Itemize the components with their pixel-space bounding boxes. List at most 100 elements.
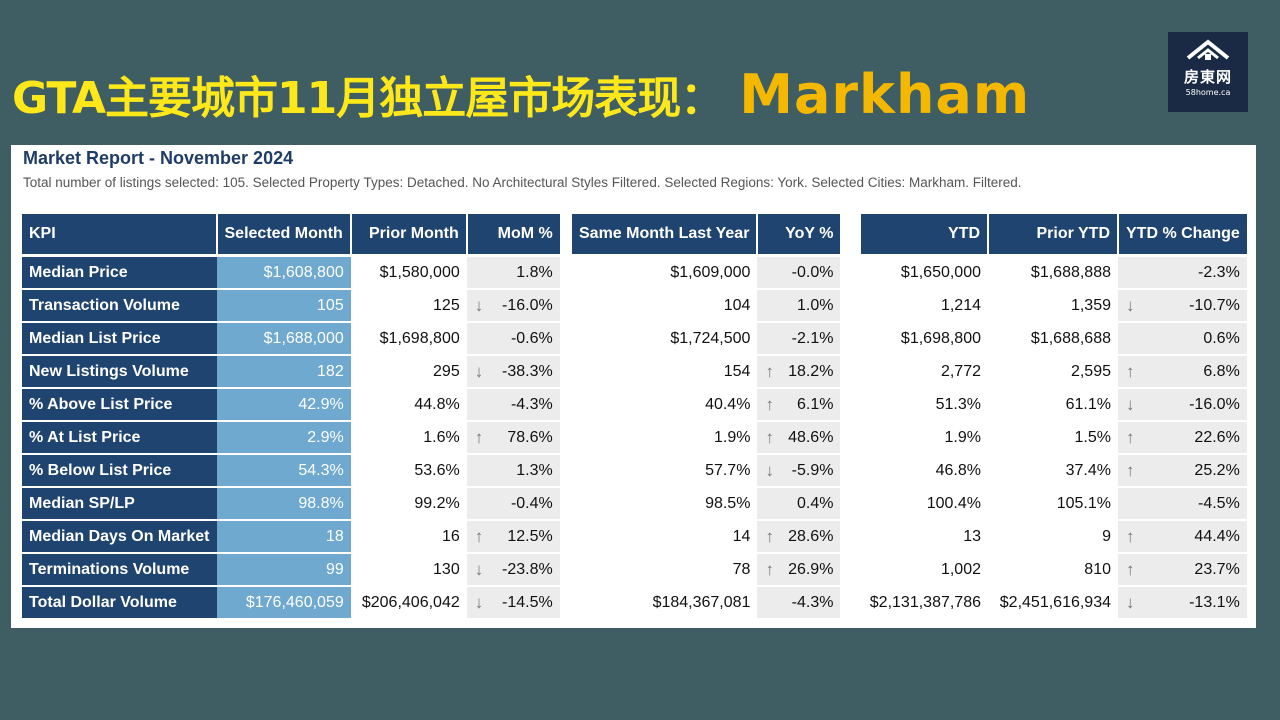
selected-month-cell-value: 98.8%: [298, 494, 344, 512]
col-header-prior-month: Prior Month: [350, 214, 468, 257]
mom-cell: 1.8%: [466, 255, 560, 290]
col-header-ytd-change: YTD % Change: [1118, 214, 1247, 257]
table-row: Median Price $1,608,800 $1,580,000 1.8%: [22, 255, 560, 290]
prior-ytd-cell-value: $1,688,688: [1030, 329, 1111, 347]
prior-ytd-cell: $1,688,688: [988, 322, 1118, 356]
selected-month-cell: 54.3%: [216, 454, 351, 488]
mom-cell-value: -23.8%: [502, 560, 553, 578]
table-row: % Below List Price 54.3% 53.6% 1.3%: [22, 454, 560, 488]
ytd-cell: $1,650,000: [861, 255, 988, 290]
mom-cell: 1.3%: [466, 454, 560, 488]
yoy-cell: -0.0%: [757, 255, 841, 290]
table-row: 104 1.0%: [572, 289, 841, 323]
ytd-change-cell-value: 25.2%: [1194, 461, 1240, 479]
table-row: % Above List Price 42.9% 44.8% -4.3%: [22, 388, 560, 422]
kpi-label-value: Terminations Volume: [29, 560, 190, 578]
yoy-cell-value: -0.0%: [791, 263, 834, 281]
mom-cell-value: -0.6%: [510, 329, 553, 347]
ytd-change-cell-value: -10.7%: [1189, 296, 1240, 314]
table-row: 13 9 ↑ 44.4%: [861, 520, 1247, 554]
same-month-last-year-cell: 154: [572, 355, 758, 389]
col-header-ytd: YTD: [861, 214, 989, 257]
mom-cell: ↓ -14.5%: [466, 586, 560, 620]
yoy-cell: ↑ 26.9%: [757, 553, 841, 587]
yoy-cell-value: 26.9%: [788, 560, 834, 578]
ytd-change-cell: ↓ -10.7%: [1118, 289, 1247, 323]
prior-ytd-cell: 61.1%: [988, 388, 1118, 422]
selected-month-cell: 99: [216, 553, 351, 587]
ytd-cell-value: 13: [963, 527, 981, 545]
table-row: New Listings Volume 182 295 ↓ -38.3%: [22, 355, 560, 389]
kpi-label-value: Median Price: [29, 263, 128, 281]
table-row: Total Dollar Volume $176,460,059 $206,406,…: [22, 586, 560, 620]
same-month-last-year-cell-value: 78: [732, 560, 751, 578]
mom-cell-value: 12.5%: [507, 527, 553, 545]
selected-month-cell-value: 54.3%: [298, 461, 344, 479]
selected-month-cell-value: 182: [317, 362, 344, 380]
ytd-cell-value: $1,650,000: [900, 263, 981, 281]
prior-month-cell-value: 125: [433, 296, 460, 314]
ytd-change-cell: 0.6%: [1118, 322, 1247, 356]
arrow-down-icon: ↓: [765, 460, 774, 480]
mom-cell-value: 1.8%: [516, 263, 553, 281]
table-row: Median SP/LP 98.8% 99.2% -0.4%: [22, 487, 560, 521]
table-row: 98.5% 0.4%: [572, 487, 841, 521]
ytd-change-cell: ↑ 25.2%: [1118, 454, 1247, 488]
table-row: 1,002 810 ↑ 23.7%: [861, 553, 1247, 587]
selected-month-cell: 182: [216, 355, 351, 389]
prior-ytd-cell-value: 1,359: [1070, 296, 1111, 314]
prior-ytd-cell: 1.5%: [988, 421, 1118, 455]
selected-month-cell: $1,688,000: [216, 322, 351, 356]
same-month-last-year-cell: 1.9%: [572, 421, 758, 455]
prior-month-cell: $1,698,800: [350, 322, 467, 356]
ytd-change-cell-value: -16.0%: [1189, 395, 1240, 413]
yoy-cell-value: -2.1%: [791, 329, 834, 347]
prior-month-cell-value: 16: [441, 527, 460, 545]
ytd-cell-value: 100.4%: [926, 494, 981, 512]
yoy-cell-value: 28.6%: [788, 527, 834, 545]
selected-month-cell: 18: [216, 520, 351, 554]
same-month-last-year-cell-value: $1,609,000: [670, 263, 751, 281]
selected-month-cell-value: 105: [317, 296, 344, 314]
table-row: 14 ↑ 28.6%: [572, 520, 841, 554]
slide-title-city: Markham: [739, 63, 1031, 126]
mom-cell-value: 1.3%: [516, 461, 553, 479]
selected-month-cell-value: 42.9%: [298, 395, 344, 413]
table-row: 51.3% 61.1% ↓ -16.0%: [861, 388, 1247, 422]
mom-cell: -4.3%: [466, 388, 560, 422]
prior-month-cell: 295: [350, 355, 467, 389]
prior-month-cell-value: 1.6%: [423, 428, 460, 446]
ytd-change-cell-value: -4.5%: [1198, 494, 1240, 512]
mom-cell-value: -0.4%: [510, 494, 553, 512]
mom-cell: ↓ -38.3%: [466, 355, 560, 389]
selected-month-cell: 42.9%: [216, 388, 351, 422]
ytd-change-cell-value: 22.6%: [1194, 428, 1240, 446]
prior-ytd-cell-value: 61.1%: [1065, 395, 1111, 413]
kpi-label: Median List Price: [22, 322, 217, 356]
table-row: 2,772 2,595 ↑ 6.8%: [861, 355, 1247, 389]
arrow-down-icon: ↓: [474, 592, 484, 612]
ytd-change-cell: ↑ 6.8%: [1118, 355, 1247, 389]
prior-ytd-cell-value: $2,451,616,934: [999, 593, 1111, 611]
mom-cell-value: -14.5%: [502, 593, 553, 611]
prior-ytd-cell: 1,359: [988, 289, 1118, 323]
selected-month-cell-value: $1,608,800: [263, 263, 344, 281]
yoy-cell: ↑ 48.6%: [757, 421, 841, 455]
prior-month-cell-value: $206,406,042: [361, 593, 460, 611]
arrow-up-icon: ↑: [1126, 427, 1135, 447]
same-month-last-year-cell: 98.5%: [572, 487, 758, 521]
ytd-cell-value: 51.3%: [935, 395, 981, 413]
table-row: $1,650,000 $1,688,888 -2.3%: [861, 255, 1247, 290]
prior-ytd-cell-value: $1,688,888: [1030, 263, 1111, 281]
ytd-cell: 51.3%: [861, 388, 988, 422]
mom-cell-value: -4.3%: [510, 395, 553, 413]
arrow-down-icon: ↓: [1126, 592, 1135, 612]
same-month-last-year-cell-value: 14: [732, 527, 751, 545]
kpi-label: Median Days On Market: [22, 520, 217, 554]
table-row: Median Days On Market 18 16 ↑ 12.5%: [22, 520, 560, 554]
report-description: Total number of listings selected: 105. …: [23, 175, 1022, 190]
yoy-cell-value: 18.2%: [788, 362, 834, 380]
ytd-cell: 46.8%: [861, 454, 988, 488]
ytd-change-cell: ↑ 23.7%: [1118, 553, 1247, 587]
col-header-prior-ytd: Prior YTD: [988, 214, 1119, 257]
